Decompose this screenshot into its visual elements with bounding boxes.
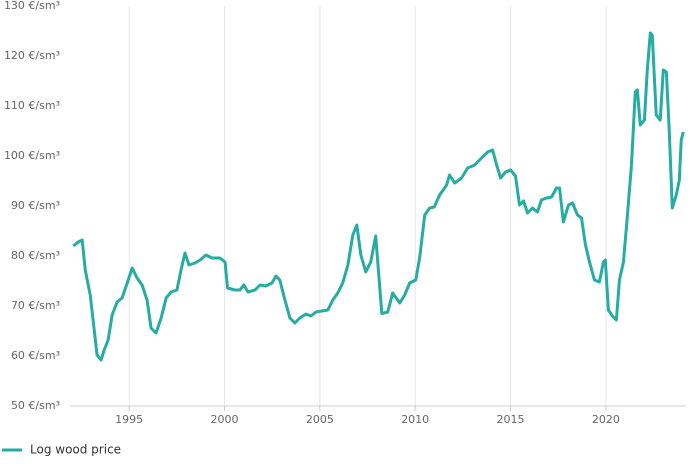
x-tick-label: 2000 bbox=[210, 413, 238, 426]
legend-label: Log wood price bbox=[30, 443, 121, 457]
x-tick-label: 2020 bbox=[592, 413, 620, 426]
y-tick-label: 110 €/sm³ bbox=[4, 99, 60, 112]
y-tick-label: 70 €/sm³ bbox=[11, 299, 60, 312]
x-tick-label: 1995 bbox=[115, 413, 143, 426]
y-tick-label: 60 €/sm³ bbox=[11, 349, 60, 362]
x-tick-label: 2015 bbox=[497, 413, 525, 426]
y-tick-label: 130 €/sm³ bbox=[4, 0, 60, 12]
y-tick-label: 120 €/sm³ bbox=[4, 49, 60, 62]
y-tick-label: 50 €/sm³ bbox=[11, 399, 60, 412]
y-tick-label: 80 €/sm³ bbox=[11, 249, 60, 262]
line-series bbox=[72, 31, 685, 362]
y-tick-label: 90 €/sm³ bbox=[11, 199, 60, 212]
x-tick-label: 2010 bbox=[401, 413, 429, 426]
y-tick-label: 100 €/sm³ bbox=[4, 149, 60, 162]
x-tick-label: 2005 bbox=[306, 413, 334, 426]
